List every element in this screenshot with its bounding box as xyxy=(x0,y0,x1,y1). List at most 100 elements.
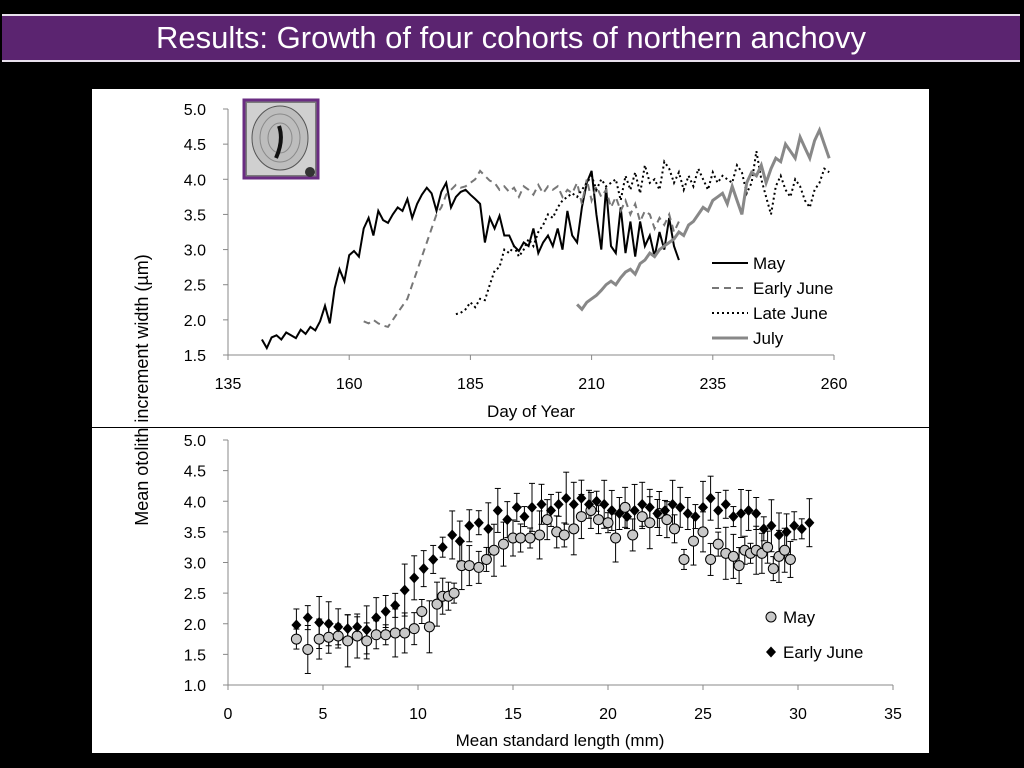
legend-label-late-june: Late June xyxy=(753,304,828,323)
point-early-june xyxy=(314,617,325,629)
point-early-june xyxy=(473,517,484,529)
bottom-y-tick-label: 1.5 xyxy=(184,647,206,664)
point-early-june xyxy=(705,492,716,504)
point-early-june xyxy=(409,572,420,584)
point-early-june xyxy=(591,495,602,507)
top-y-tick-label: 3.0 xyxy=(184,243,206,260)
point-early-june xyxy=(690,511,701,523)
point-may xyxy=(705,553,717,565)
bottom-x-tick-label: 30 xyxy=(789,706,807,723)
point-may xyxy=(473,561,485,573)
point-early-june xyxy=(789,520,800,532)
bottom-y-tick-label: 2.5 xyxy=(184,586,206,603)
legend-label-may: May xyxy=(753,254,786,273)
point-early-june xyxy=(352,621,363,633)
legend-label-may: May xyxy=(783,608,816,627)
point-early-june xyxy=(713,504,724,516)
point-early-june xyxy=(371,612,382,624)
slide-title-bar: Results: Growth of four cohorts of north… xyxy=(2,14,1020,62)
otolith-photo-icon xyxy=(242,98,320,180)
bottom-scatter-chart: 1.0 1.5 2.0 2.5 3.0 3.5 4.0 4.5 5.0 0 5 10 15 20 25 30 3… xyxy=(184,433,902,750)
point-early-june xyxy=(447,529,458,541)
point-early-june xyxy=(323,618,334,630)
top-x-tick-label: 260 xyxy=(821,376,848,393)
legend-swatch-early-june xyxy=(766,646,776,658)
top-y-tick-label: 5.0 xyxy=(184,102,206,119)
point-early-june xyxy=(511,501,522,513)
point-early-june xyxy=(361,624,372,636)
point-early-june xyxy=(667,498,678,510)
point-may xyxy=(351,630,363,642)
point-may xyxy=(602,517,614,529)
point-may xyxy=(558,529,570,541)
point-early-june xyxy=(584,498,594,510)
top-x-tick-label: 210 xyxy=(578,376,605,393)
bottom-y-tick-label: 5.0 xyxy=(184,433,206,450)
point-early-june xyxy=(804,517,815,529)
series-line-late-june xyxy=(455,151,830,316)
point-may xyxy=(661,514,673,526)
bottom-y-tick-label: 2.0 xyxy=(184,617,206,634)
point-early-june xyxy=(527,501,537,513)
bottom-y-tick-label: 4.5 xyxy=(184,464,206,481)
point-early-june xyxy=(291,619,302,631)
bottom-x-tick-label: 10 xyxy=(409,706,427,723)
bottom-x-tick-label: 25 xyxy=(694,706,712,723)
series-line-may xyxy=(261,170,680,351)
bottom-x-tick-label: 5 xyxy=(319,706,328,723)
top-x-axis-label: Day of Year xyxy=(487,402,575,421)
point-may xyxy=(524,532,536,544)
point-may xyxy=(688,535,699,547)
bottom-chart-panel xyxy=(92,428,929,753)
point-early-june xyxy=(629,504,640,516)
point-early-june xyxy=(728,511,739,523)
point-early-june xyxy=(644,501,655,513)
point-early-june xyxy=(454,535,465,547)
point-may xyxy=(593,514,604,526)
point-may xyxy=(575,511,587,523)
point-early-june xyxy=(502,514,513,526)
point-may xyxy=(619,501,631,513)
point-early-june xyxy=(758,523,769,535)
point-may xyxy=(784,553,796,565)
point-may xyxy=(423,621,435,633)
point-early-june xyxy=(720,498,731,510)
top-line-chart: 1.5 2.0 2.5 3.0 3.5 4.0 4.5 5.0 135 160 185 210 235 2… xyxy=(184,102,848,421)
point-may xyxy=(669,523,680,535)
point-early-june xyxy=(682,508,693,519)
top-x-tick-label: 235 xyxy=(699,376,726,393)
top-x-tick-label: 135 xyxy=(215,376,242,393)
point-may xyxy=(416,606,428,617)
point-early-june xyxy=(766,520,777,532)
point-early-june xyxy=(751,508,762,519)
point-early-june xyxy=(302,612,313,624)
top-y-tick-label: 4.5 xyxy=(184,137,206,154)
point-early-june xyxy=(637,498,648,510)
point-early-june xyxy=(606,504,617,516)
point-may xyxy=(727,550,739,562)
point-may xyxy=(515,532,527,544)
series-line-early-june xyxy=(363,169,680,329)
top-chart-panel xyxy=(92,89,929,427)
series-line-july xyxy=(576,126,831,312)
point-early-june xyxy=(553,498,564,510)
point-may xyxy=(332,630,344,642)
point-may xyxy=(463,560,475,572)
legend-label-early-june: Early June xyxy=(783,643,863,662)
bottom-y-tick-label: 1.0 xyxy=(184,678,206,695)
point-may xyxy=(697,526,709,538)
point-may xyxy=(541,514,553,526)
shared-y-axis-label: Mean otolith increment width (µm) xyxy=(132,254,152,525)
point-may xyxy=(712,538,724,550)
point-early-june xyxy=(576,492,587,504)
point-may xyxy=(399,627,411,639)
point-may xyxy=(342,635,354,647)
point-early-june xyxy=(568,498,579,510)
point-early-june xyxy=(652,508,663,519)
point-early-june xyxy=(561,492,572,504)
point-may xyxy=(779,544,791,556)
point-early-june xyxy=(796,523,807,535)
bottom-y-tick-label: 3.0 xyxy=(184,556,206,573)
top-x-tick-label: 160 xyxy=(336,376,363,393)
